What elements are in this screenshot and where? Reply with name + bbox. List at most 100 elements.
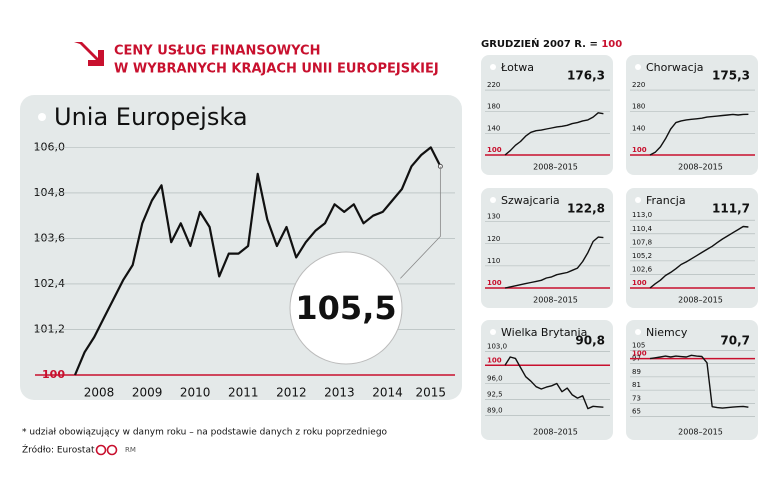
x-axis-label: 2008–2015 — [678, 163, 723, 172]
panel-background — [481, 320, 613, 440]
y-tick-label: 220 — [487, 81, 500, 89]
footnote: * udział obowiązujący w danym roku – na … — [22, 428, 388, 438]
x-tick-label: 2012 — [276, 386, 307, 400]
y-tick-label: 89 — [632, 368, 641, 376]
panel-background — [481, 55, 613, 175]
logo — [95, 444, 118, 456]
callout-circle — [289, 251, 403, 365]
x-axis-label: 2008–2015 — [678, 296, 723, 305]
data-line — [73, 146, 442, 376]
y-tick-label: 89,0 — [487, 406, 503, 414]
x-axis-label: 2008–2015 — [678, 428, 723, 437]
arrow-icon — [74, 42, 104, 66]
value-label: 90,8 — [575, 334, 605, 348]
chart-panel: Wielka Brytania 89,0 92,5 96,0 100 103,0 2008–… — [481, 320, 613, 440]
y-tick-label: 130 — [487, 213, 500, 221]
x-tick-label: 2014 — [372, 386, 403, 400]
source: Źródło: Eurostat — [22, 444, 95, 456]
title-bullet — [635, 329, 641, 335]
chart-title: Niemcy — [646, 326, 688, 339]
y-tick-label: 140 — [632, 124, 645, 132]
base-note: GRUDZIEŃ 2007 R. = 100 — [481, 37, 622, 50]
x-axis-label: 2008–2015 — [533, 428, 578, 437]
x-axis-label: 2008–2015 — [533, 296, 578, 305]
y-tick-label: 102,6 — [632, 265, 653, 273]
y-tick-label: 104,8 — [34, 186, 66, 199]
x-tick-label: 2013 — [324, 386, 355, 400]
y-tick-label: 110,4 — [632, 225, 653, 233]
author: RM — [125, 446, 136, 454]
y-tick-label: 113,0 — [632, 211, 652, 219]
x-tick-label: 2008 — [84, 386, 115, 400]
chart-title: Wielka Brytania — [501, 326, 587, 339]
value-label: 175,3 — [712, 69, 750, 83]
x-tick-label: 2010 — [180, 386, 211, 400]
title-bullet — [490, 329, 496, 335]
charts: Unia Europejska 100 101,2 102,4 103,6 104,8 10… — [20, 55, 758, 440]
panel-background — [626, 55, 758, 175]
header-title: CENY USŁUG FINANSOWYCH — [114, 44, 320, 59]
x-tick-label: 2009 — [132, 386, 163, 400]
y-tick-label: 180 — [487, 103, 500, 111]
panel-background — [626, 188, 758, 308]
chart-panel: Chorwacja 100 140 180 220 2008–2015 175,3 — [626, 55, 758, 175]
panel-background — [481, 188, 613, 308]
chart-title: Chorwacja — [646, 61, 704, 74]
base-value: 100 — [601, 39, 622, 50]
x-tick-label: 2011 — [228, 386, 259, 400]
callout-connector — [400, 166, 441, 279]
y-tick-label: 105 — [632, 341, 645, 349]
y-tick-label: 100 — [632, 146, 647, 154]
y-tick-label: 103,6 — [34, 231, 66, 244]
y-tick-label: 140 — [487, 124, 500, 132]
y-tick-label: 220 — [632, 81, 645, 89]
chart-title: Francja — [646, 194, 686, 207]
panel-background — [626, 320, 758, 440]
data-line — [504, 112, 604, 156]
data-line — [649, 225, 749, 289]
chart-title: Łotwa — [500, 61, 534, 74]
y-tick-label: 180 — [632, 103, 645, 111]
value-label: 176,3 — [567, 69, 605, 83]
y-tick-label: 100 — [487, 356, 502, 364]
y-tick-label: 73 — [632, 394, 641, 402]
y-tick-label: 106,0 — [34, 140, 66, 153]
y-tick-label: 100 — [487, 279, 502, 287]
data-line — [649, 354, 749, 409]
base-text: GRUDZIEŃ 2007 R. = — [481, 37, 601, 50]
y-tick-label: 101,2 — [34, 322, 66, 335]
header-title: W WYBRANYCH KRAJACH UNII EUROPEJSKIEJ — [114, 62, 439, 77]
title-bullet — [635, 197, 641, 203]
y-tick-label: 81 — [632, 381, 641, 389]
x-axis-label: 2008–2015 — [533, 163, 578, 172]
y-tick-label: 107,8 — [632, 238, 652, 246]
y-tick-label: 103,0 — [487, 343, 507, 351]
chart-title: Szwajcaria — [501, 194, 560, 207]
panel-background — [20, 95, 462, 400]
data-line — [649, 113, 749, 156]
data-line — [504, 356, 604, 410]
title-bullet — [635, 64, 641, 70]
y-tick-label: 105,2 — [632, 252, 652, 260]
y-tick-label: 65 — [632, 408, 641, 416]
y-tick-label: 102,4 — [34, 277, 66, 290]
callout-value: 105,5 — [295, 289, 396, 327]
y-tick-label: 100 — [632, 279, 647, 287]
value-label: 122,8 — [567, 202, 605, 216]
chart-panel: Francja 100 102,6 105,2 107,8 110,4 113,0 2008–… — [626, 188, 758, 308]
y-tick-label: 120 — [487, 235, 500, 243]
y-tick-label: 100 — [632, 350, 647, 358]
chart-panel: Unia Europejska100101,2102,4103,6104,810… — [20, 95, 462, 400]
y-tick-label: 110 — [487, 257, 500, 265]
chart-panel: Łotwa 100 140 180 220 2008–2015 176,3 — [481, 55, 613, 175]
value-label: 70,7 — [720, 334, 750, 348]
title-bullet — [490, 64, 496, 70]
y-tick-label: 100 — [487, 146, 502, 154]
chart-panel: Szwajcaria 100 110 120 130 2008–2015 122,8 — [481, 188, 613, 308]
title-bullet — [490, 197, 496, 203]
value-label: 111,7 — [712, 202, 750, 216]
y-tick-label: 92,5 — [487, 390, 503, 398]
